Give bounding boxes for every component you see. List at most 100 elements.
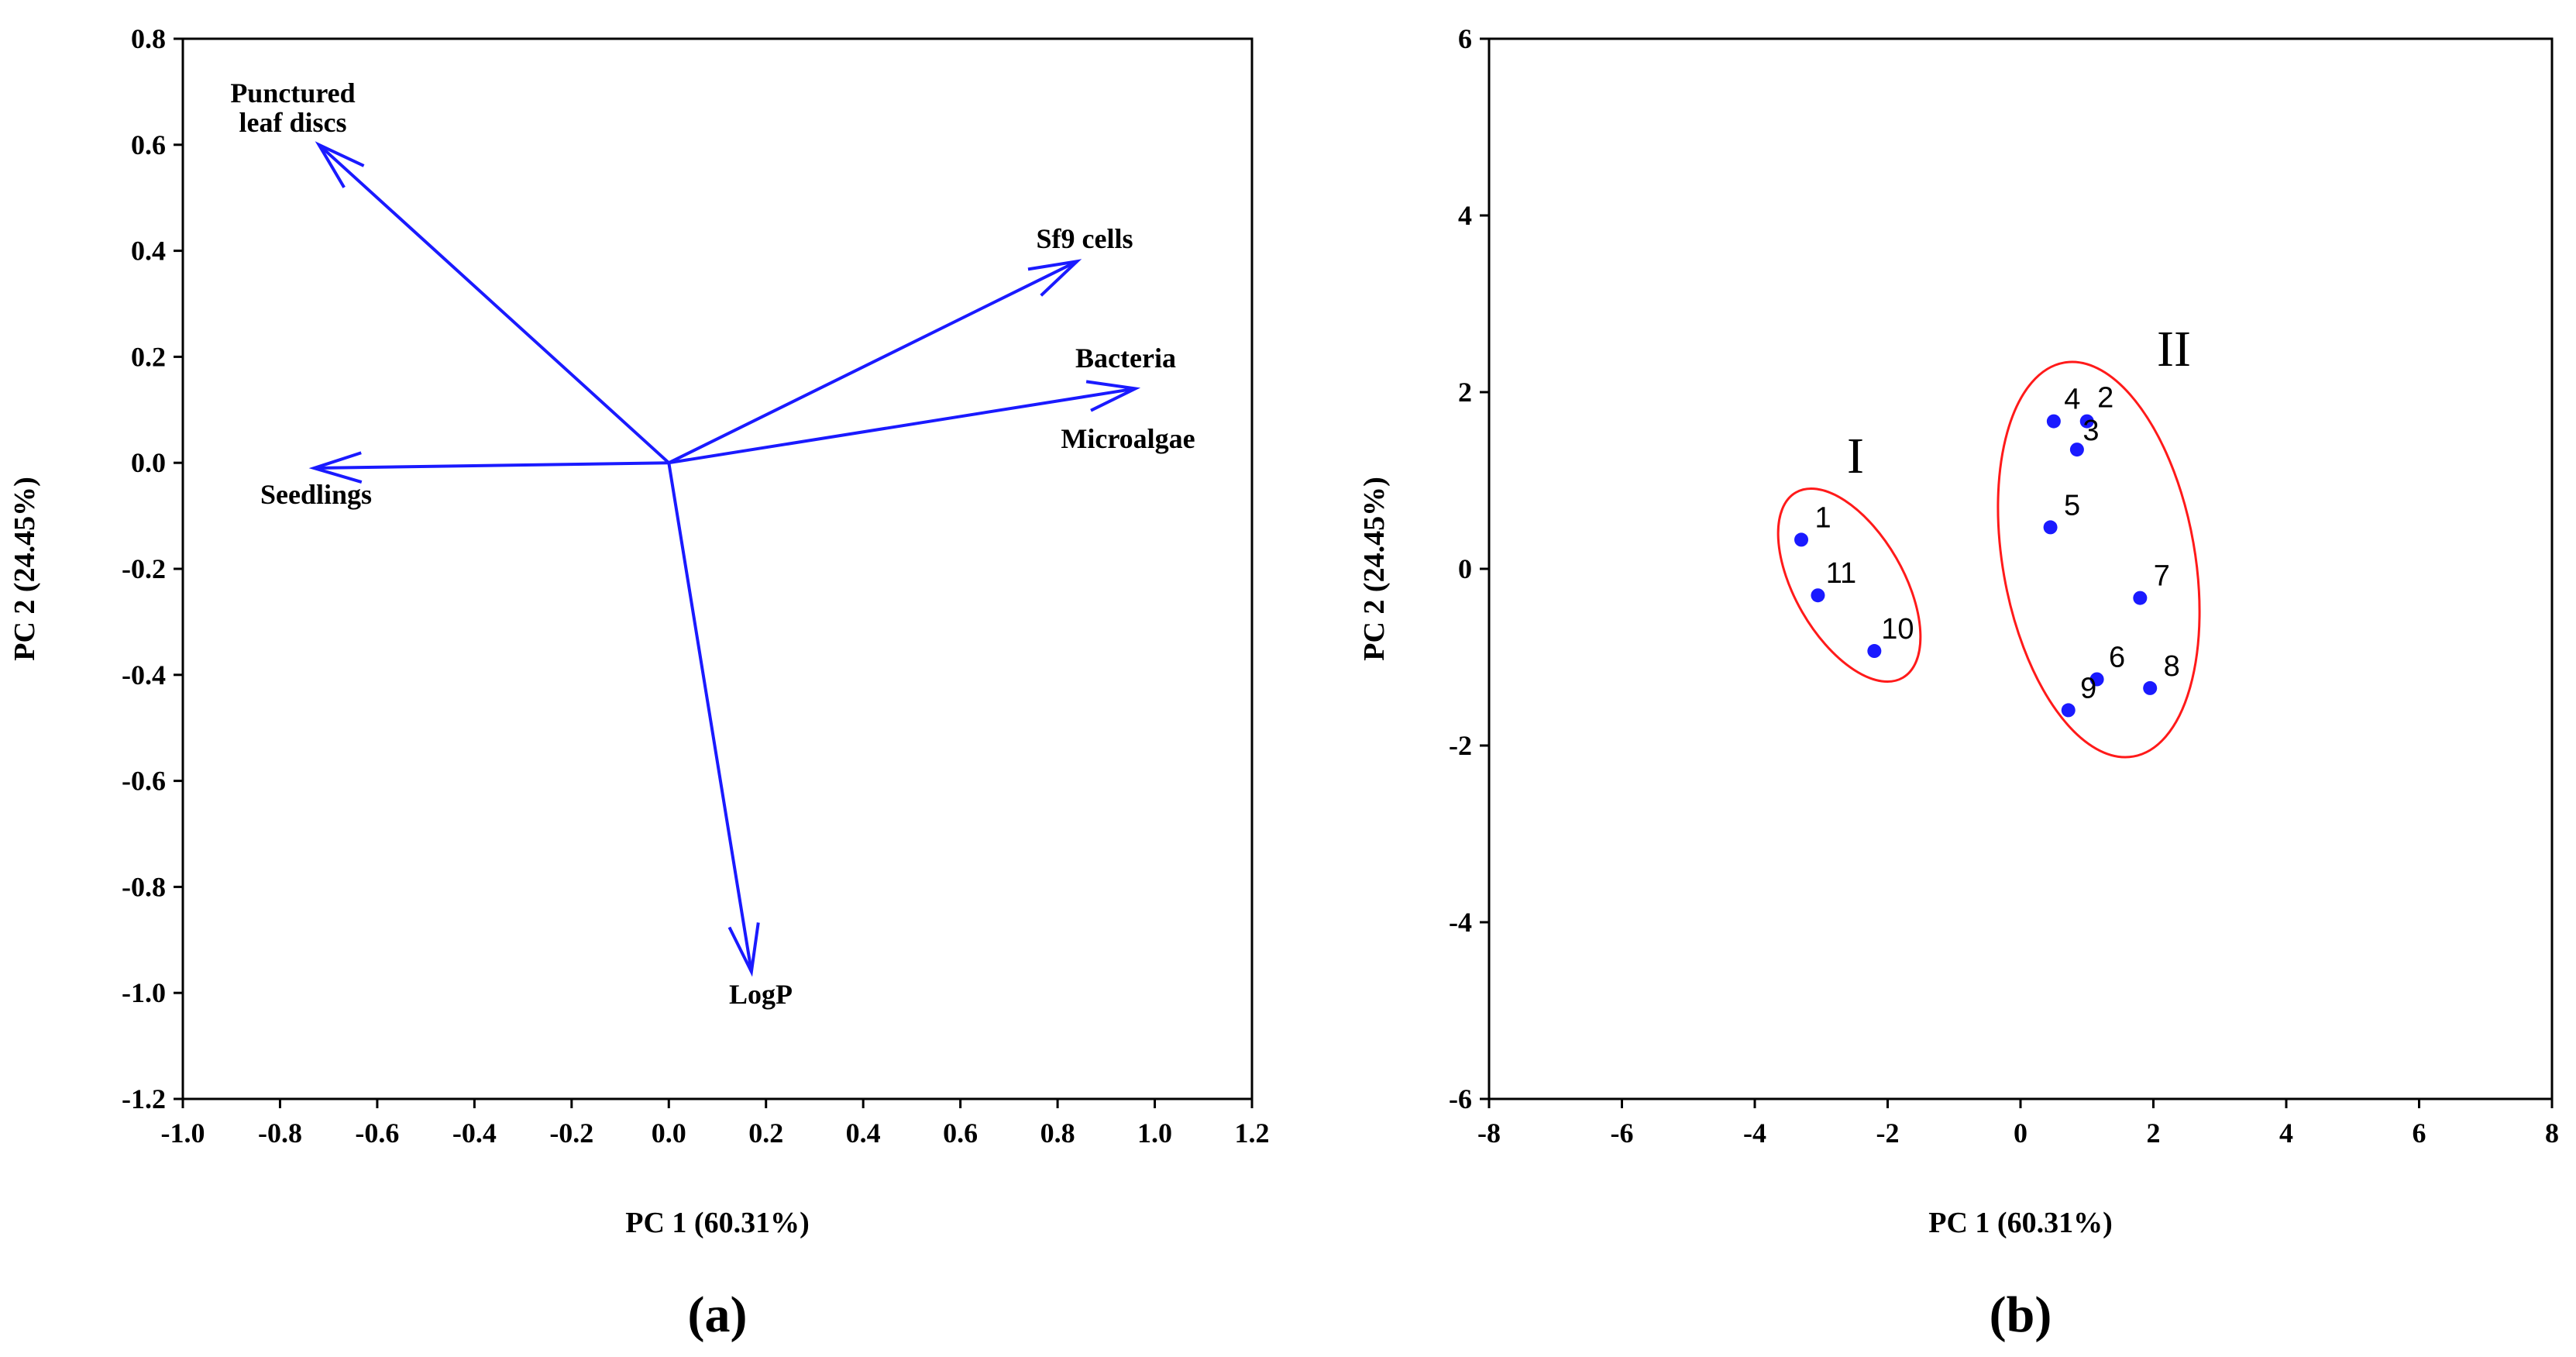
panel-b-x-ticks: -8 -6 -4 -2 0 2 4 6 8	[1477, 1099, 2559, 1149]
panel-a-x-tick-label: -0.4	[452, 1118, 497, 1149]
vector-label-bacteria: Bacteria	[1075, 343, 1176, 374]
score-point-1	[1794, 532, 1809, 547]
panel-b-x-tick-label: 2	[2147, 1118, 2161, 1149]
group-ii-ellipse	[1996, 360, 2201, 759]
vector-label-line: Sf9 cells	[1037, 223, 1133, 254]
panel-a-loading-vectors	[308, 141, 1141, 977]
panel-a-y-tick-label: 0.2	[131, 341, 166, 372]
vector-seedlings	[314, 461, 669, 470]
arrowhead-bacteria	[1085, 380, 1141, 412]
score-point-label: 10	[1881, 613, 1914, 646]
panel-a-y-axis-label: PC 2 (24.45%)	[9, 477, 41, 660]
panel-b-y-tick-label: 2	[1458, 377, 1472, 408]
arrowhead-logp	[727, 922, 760, 977]
vector-sf9-cells	[668, 260, 1078, 464]
arrowhead-punctured-leaf-discs	[315, 141, 365, 188]
panel-a-y-tick-label: -1.0	[122, 977, 166, 1008]
panel-b-x-axis-label: PC 1 (60.31%)	[1928, 1207, 2112, 1239]
score-point-2	[2079, 414, 2094, 429]
panel-a-y-tick-label: 0.0	[131, 447, 166, 478]
score-point-label: 11	[1826, 557, 1856, 590]
group-i-label: I	[1847, 428, 1864, 484]
panel-b-y-axis-label: PC 2 (24.45%)	[1358, 477, 1391, 660]
vector-label-logp: LogP	[729, 979, 793, 1010]
panel-a-y-tick-label: -0.8	[122, 871, 166, 902]
panel-a-x-tick-label: 0.8	[1040, 1118, 1075, 1149]
panel-a-biplot: -1.0 -0.8 -0.6 -0.4 -0.2 0.0 0.2 0.4 0.6 0.8 1.0 1.…	[9, 23, 1270, 1343]
panel-b-x-tick-label: -6	[1611, 1118, 1634, 1149]
panel-a-x-tick-label: -0.2	[549, 1118, 593, 1149]
panel-b-x-tick-label: 4	[2279, 1118, 2293, 1149]
vector-label-line: Microalgae	[1061, 423, 1195, 454]
panel-a-y-tick-label: 0.6	[131, 129, 166, 160]
score-point-label: 7	[2154, 560, 2170, 593]
panel-a-y-tick-label: 0.8	[131, 23, 166, 54]
vector-label-line: Seedlings	[260, 479, 372, 510]
score-point-7	[2133, 591, 2148, 605]
panel-a-y-tick-label: -0.2	[122, 553, 166, 584]
vector-label-line: Bacteria	[1075, 343, 1176, 374]
panel-a-y-ticks: 0.8 0.6 0.4 0.2 0.0 -0.2 -0.4 -0.6 -0.8 -1.0 -1.2	[122, 23, 183, 1114]
score-point-6	[2089, 672, 2104, 687]
score-point-label: 2	[2097, 382, 2113, 415]
score-point-3	[2069, 443, 2084, 457]
panel-a-x-tick-label: 1.2	[1235, 1118, 1270, 1149]
vector-bacteria	[668, 387, 1136, 465]
panel-b-x-tick-label: 0	[2014, 1118, 2027, 1149]
panel-a-x-tick-label: 0.6	[943, 1118, 978, 1149]
score-point-8	[2143, 680, 2158, 695]
panel-b-label: (b)	[1990, 1286, 2052, 1343]
panel-a-x-tick-label: 0.0	[652, 1118, 686, 1149]
panel-b-score-points: 1 234 5 6 7 8 9 10 11	[1794, 382, 2180, 718]
panel-b-y-tick-label: -6	[1449, 1083, 1472, 1114]
panel-a-y-tick-label: -0.6	[122, 766, 166, 797]
panel-a-y-tick-label: -1.2	[122, 1083, 166, 1114]
panel-b-y-tick-label: 4	[1458, 200, 1472, 231]
score-point-10	[1867, 644, 1882, 659]
score-point-label: 1	[1814, 501, 1831, 534]
vector-label-line: Punctured	[230, 77, 355, 108]
panel-b-y-tick-label: 6	[1458, 23, 1472, 54]
panel-a-plot-frame	[181, 37, 1254, 1100]
score-point-9	[2061, 703, 2076, 718]
panel-b-x-tick-label: -2	[1876, 1118, 1900, 1149]
score-point-5	[2043, 520, 2058, 535]
panel-b-y-ticks: 6 4 2 0 -2 -4 -6	[1449, 23, 1489, 1114]
score-point-4	[2046, 414, 2061, 429]
panel-a-x-tick-label: 0.2	[748, 1118, 783, 1149]
panel-b-x-tick-label: 6	[2413, 1118, 2426, 1149]
panel-a-x-tick-label: -1.0	[161, 1118, 205, 1149]
panel-a-label: (a)	[688, 1286, 748, 1343]
arrowhead-seedlings	[308, 451, 363, 484]
vector-logp	[667, 462, 753, 973]
score-point-label: 8	[2164, 650, 2180, 683]
score-point-label: 9	[2080, 672, 2096, 704]
panel-a-x-tick-label: -0.8	[258, 1118, 302, 1149]
panel-b-x-tick-label: 8	[2545, 1118, 2559, 1149]
panel-b-group-ellipses	[1776, 360, 2201, 759]
panel-b-x-tick-label: -4	[1743, 1118, 1766, 1149]
vector-label-microalgae: Microalgae	[1061, 423, 1195, 454]
panel-b-y-tick-label: -4	[1449, 907, 1472, 938]
panel-a-vector-labels: Punctured leaf discs Sf9 cells Bacteria Micr…	[230, 77, 1195, 1010]
panel-b-y-tick-label: -2	[1449, 730, 1472, 761]
score-point-11	[1811, 588, 1825, 603]
panel-a-x-tick-label: 1.0	[1137, 1118, 1172, 1149]
panel-a-x-axis-label: PC 1 (60.31%)	[625, 1207, 809, 1239]
panel-b-y-tick-label: 0	[1458, 553, 1472, 584]
arrowhead-sf9-cells	[1027, 259, 1082, 297]
score-point-label: 3	[2082, 415, 2099, 447]
panel-a-x-ticks: -1.0 -0.8 -0.6 -0.4 -0.2 0.0 0.2 0.4 0.6 0.8 1.0 1.…	[161, 1099, 1270, 1149]
vector-label-punctured-leaf-discs: Punctured leaf discs	[230, 77, 355, 138]
score-point-label: 4	[2064, 384, 2080, 416]
panel-a-y-tick-label: -0.4	[122, 660, 166, 691]
group-i-ellipse	[1776, 487, 1922, 684]
panel-b-plot-frame	[1487, 37, 2554, 1100]
vector-label-line: leaf discs	[239, 107, 347, 138]
panel-a-y-tick-label: 0.4	[131, 236, 166, 267]
vector-label-line: LogP	[729, 979, 793, 1010]
panel-a-x-tick-label: -0.6	[355, 1118, 399, 1149]
group-ii-label: II	[2157, 321, 2191, 377]
score-point-label: 5	[2064, 489, 2080, 522]
